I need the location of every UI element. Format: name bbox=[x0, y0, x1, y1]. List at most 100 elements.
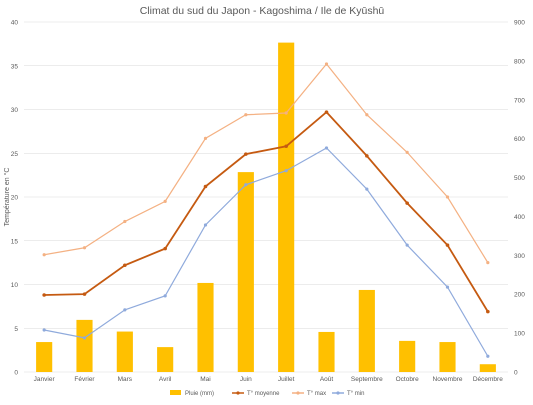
legend-swatch-marker bbox=[296, 391, 300, 395]
series-line bbox=[44, 147, 489, 357]
legend: Pluie (mm) T° moyenne T° max T° min bbox=[170, 390, 364, 397]
x-tick-label: Mars bbox=[118, 376, 133, 383]
rain-bar bbox=[439, 342, 456, 372]
data-point bbox=[163, 246, 167, 251]
right-tick-label: 200 bbox=[514, 292, 525, 299]
right-tick-label: 400 bbox=[514, 214, 525, 221]
data-point bbox=[405, 201, 409, 205]
x-axis-ticks: Janvier Février Mars Avril Mai Juin Juillet Aoû… bbox=[34, 376, 504, 383]
left-axis-ticks: 0 5 10 15 20 25 30 35 40 bbox=[11, 20, 19, 377]
x-tick-label: Décembre bbox=[473, 376, 503, 383]
data-point bbox=[365, 154, 369, 158]
rain-bar bbox=[76, 319, 93, 372]
legend-label: T° max bbox=[307, 391, 326, 397]
right-tick-label: 0 bbox=[514, 370, 518, 377]
data-point bbox=[163, 294, 167, 298]
data-point bbox=[42, 293, 46, 297]
data-point bbox=[445, 243, 450, 247]
x-tick-label: Septembre bbox=[351, 376, 383, 383]
temperature-lines bbox=[42, 62, 490, 358]
rain-bar bbox=[116, 331, 133, 372]
data-point bbox=[244, 113, 248, 117]
rain-bar bbox=[358, 289, 375, 372]
data-point bbox=[486, 261, 490, 265]
data-point bbox=[42, 328, 46, 332]
data-point bbox=[123, 263, 127, 268]
data-point bbox=[82, 292, 87, 296]
rain-bar bbox=[479, 364, 496, 372]
left-tick-label: 15 bbox=[11, 238, 19, 245]
data-point bbox=[203, 184, 208, 189]
left-tick-label: 10 bbox=[11, 282, 19, 289]
data-point bbox=[284, 169, 288, 173]
rain-bars bbox=[36, 42, 496, 372]
left-tick-label: 25 bbox=[11, 151, 19, 158]
legend-label: Pluie (mm) bbox=[185, 391, 214, 397]
data-point bbox=[284, 144, 288, 149]
legend-swatch-marker bbox=[336, 391, 340, 395]
data-point bbox=[244, 152, 248, 156]
right-axis-ticks: 0 100 200 300 400 500 600 700 800 900 bbox=[514, 20, 525, 377]
chart-title: Climat du sud du Japon - Kagoshima / Ile… bbox=[140, 5, 385, 17]
data-point bbox=[123, 219, 127, 224]
series-line bbox=[44, 63, 489, 263]
rain-bar bbox=[197, 282, 214, 372]
data-point bbox=[365, 113, 369, 117]
series-line bbox=[44, 110, 489, 313]
x-tick-label: Janvier bbox=[34, 376, 56, 383]
legend-swatch bbox=[170, 390, 181, 395]
data-point bbox=[203, 223, 208, 227]
rain-bar bbox=[399, 340, 416, 372]
right-tick-label: 300 bbox=[514, 253, 525, 260]
legend-label: T° min bbox=[347, 391, 364, 397]
right-tick-label: 100 bbox=[514, 331, 525, 338]
rain-bar bbox=[36, 342, 53, 372]
data-point bbox=[324, 146, 329, 150]
x-tick-label: Août bbox=[320, 376, 334, 383]
data-point bbox=[82, 336, 87, 340]
left-tick-label: 30 bbox=[11, 107, 19, 114]
data-point bbox=[405, 243, 409, 247]
data-point bbox=[486, 309, 490, 314]
left-tick-label: 0 bbox=[14, 370, 18, 377]
right-tick-label: 600 bbox=[514, 136, 525, 143]
data-point bbox=[163, 199, 167, 203]
rain-bar bbox=[157, 347, 174, 372]
x-tick-label: Juillet bbox=[278, 376, 295, 383]
data-point bbox=[123, 308, 127, 312]
right-tick-label: 800 bbox=[514, 58, 525, 65]
left-tick-label: 5 bbox=[14, 326, 18, 333]
right-tick-label: 500 bbox=[514, 175, 525, 182]
x-tick-label: Novembre bbox=[433, 376, 463, 383]
data-point bbox=[284, 111, 288, 115]
data-point bbox=[445, 195, 450, 199]
x-tick-label: Avril bbox=[159, 376, 172, 383]
data-point bbox=[203, 136, 208, 140]
left-tick-label: 20 bbox=[11, 195, 19, 202]
right-tick-label: 900 bbox=[514, 20, 525, 27]
legend-label: T° moyenne bbox=[247, 391, 280, 397]
right-tick-label: 700 bbox=[514, 97, 525, 104]
x-tick-label: Octobre bbox=[396, 376, 420, 383]
x-tick-label: Mai bbox=[200, 376, 210, 383]
gridlines bbox=[24, 21, 508, 373]
rain-bar bbox=[318, 331, 335, 372]
data-point bbox=[244, 183, 248, 187]
left-tick-label: 40 bbox=[11, 20, 19, 27]
data-point bbox=[365, 187, 369, 191]
legend-swatch-marker bbox=[236, 391, 240, 395]
x-tick-label: Février bbox=[74, 376, 95, 383]
rain-bar bbox=[278, 42, 295, 372]
y-axis-label: Température en °C bbox=[3, 168, 11, 227]
x-tick-label: Juin bbox=[240, 376, 252, 383]
data-point bbox=[445, 285, 450, 289]
data-point bbox=[82, 246, 87, 250]
data-point bbox=[486, 354, 490, 358]
data-point bbox=[324, 62, 329, 66]
data-point bbox=[405, 150, 409, 154]
data-point bbox=[324, 110, 329, 114]
left-tick-label: 35 bbox=[11, 63, 19, 70]
data-point bbox=[42, 253, 46, 257]
